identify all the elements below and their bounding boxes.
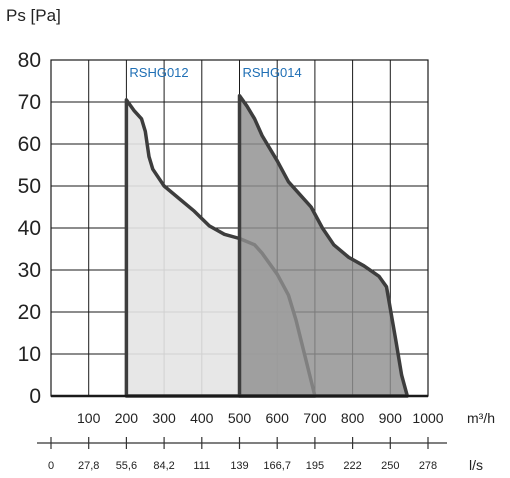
y-tick-labels: 0 10 20 30 40 50 60 70 80	[18, 49, 41, 408]
x-tick-label: 300	[152, 410, 176, 426]
y-tick-label: 70	[18, 91, 41, 114]
x-tick-label: 600	[266, 410, 290, 426]
x-tick-labels: 100 200 300 400 500 600 700 800 900 1000	[77, 410, 444, 426]
x-tick-label: 700	[303, 410, 327, 426]
secondary-tick-label: 222	[343, 460, 361, 472]
secondary-tick-label: 27,8	[78, 460, 99, 472]
y-tick-label: 0	[29, 385, 41, 408]
secondary-tick-label: 84,2	[153, 460, 174, 472]
plot-frame	[50, 59, 429, 398]
x-unit-label: m³/h	[467, 410, 495, 426]
secondary-tick-label: 55,6	[116, 460, 137, 472]
secondary-tick-label: 166,7	[263, 460, 291, 472]
secondary-tick-label: 139	[230, 460, 248, 472]
x-tick-label: 1000	[412, 410, 443, 426]
secondary-tick-label: 278	[419, 460, 437, 472]
secondary-tick-label: 195	[306, 460, 324, 472]
x-tick-label: 900	[379, 410, 403, 426]
y-tick-label: 20	[18, 301, 41, 324]
y-tick-label: 80	[18, 49, 41, 72]
secondary-tick-label: 0	[48, 460, 54, 472]
curves: RSHG012 RSHG014	[124, 65, 410, 398]
y-tick-label: 60	[18, 133, 41, 156]
secondary-axis: 0 27,8 55,6 84,2 111 139 166,7 195 222 250 278	[37, 437, 447, 472]
y-tick-label: 10	[18, 343, 41, 366]
x-tick-label: 400	[190, 410, 214, 426]
secondary-tick-label: 111	[193, 460, 210, 472]
y-tick-label: 40	[18, 217, 41, 240]
secondary-unit-label: l/s	[469, 457, 483, 473]
y-tick-label: 30	[18, 259, 41, 282]
curve-rshg014	[237, 93, 410, 398]
y-axis-title: Ps [Pa]	[6, 6, 61, 25]
curve-label-rshg014: RSHG014	[243, 65, 302, 80]
curve-label-rshg012: RSHG012	[129, 65, 188, 80]
x-tick-label: 200	[115, 410, 139, 426]
x-tick-label: 800	[341, 410, 365, 426]
secondary-tick-label: 250	[381, 460, 399, 472]
y-tick-label: 50	[18, 175, 41, 198]
x-tick-label: 100	[77, 410, 101, 426]
x-tick-label: 500	[228, 410, 252, 426]
